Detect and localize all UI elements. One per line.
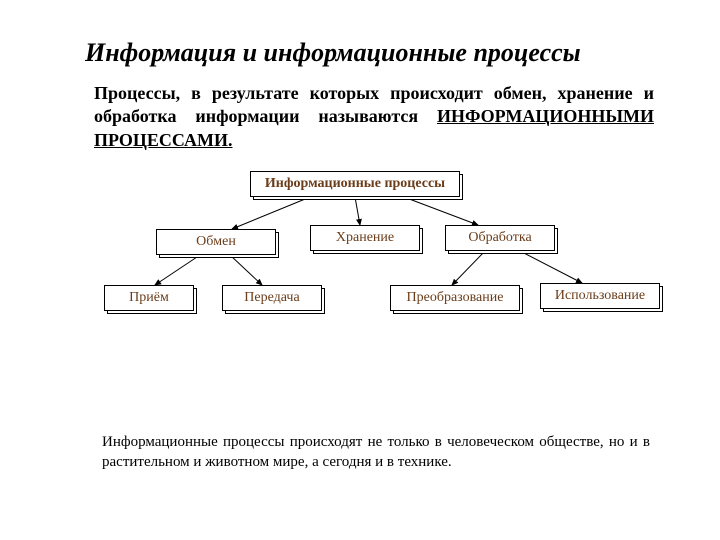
footer-text: Информационные процессы происходят не то… — [102, 432, 650, 473]
node-processing: Обработка — [445, 225, 555, 251]
tree-diagram: Информационные процессы Обмен Хранение О… — [0, 165, 720, 375]
node-usage: Использование — [540, 283, 660, 309]
node-root: Информационные процессы — [250, 171, 460, 197]
node-exchange: Обмен — [156, 229, 276, 255]
node-transformation: Преобразование — [390, 285, 520, 311]
page-title: Информация и информационные процессы — [85, 38, 581, 68]
node-transmission: Передача — [222, 285, 322, 311]
node-reception: Приём — [104, 285, 194, 311]
subtitle: Процессы, в результате которых происходи… — [94, 82, 654, 152]
node-storage: Хранение — [310, 225, 420, 251]
